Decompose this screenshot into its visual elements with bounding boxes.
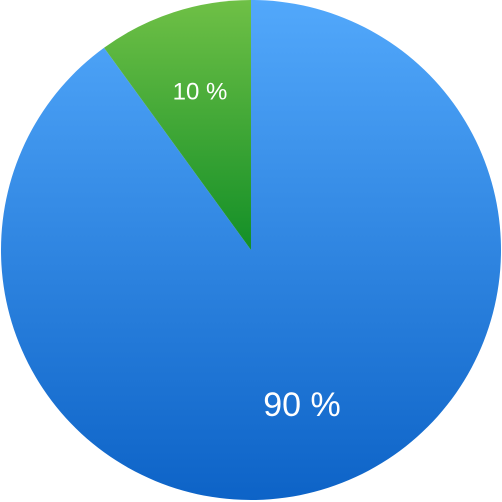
pie-slice-label-1: 90 % [263, 386, 341, 424]
pie-slice-label-2: 10 % [173, 78, 228, 105]
pie-labels: 90 % 10 % [173, 78, 341, 423]
pie-slice-2 [104, 0, 252, 250]
